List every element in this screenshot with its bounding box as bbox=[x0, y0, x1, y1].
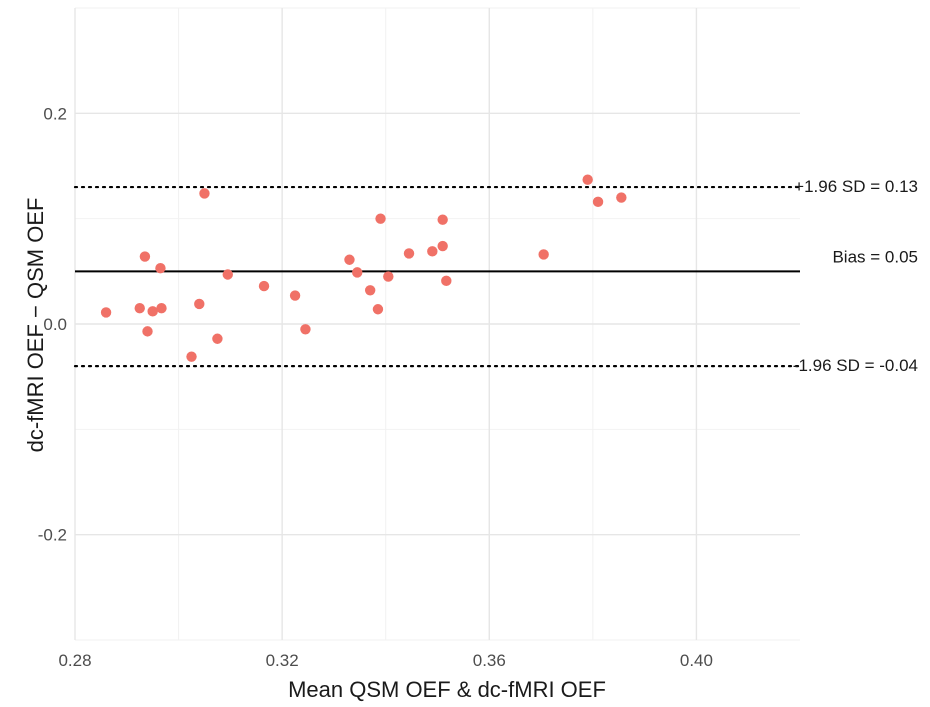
data-point bbox=[155, 262, 166, 274]
data-point bbox=[375, 213, 386, 224]
data-point bbox=[222, 269, 233, 280]
data-point bbox=[289, 290, 301, 301]
data-point bbox=[582, 174, 593, 185]
x-tick-label: 0.36 bbox=[473, 651, 506, 670]
x-tick-label: 0.28 bbox=[58, 651, 91, 670]
data-point bbox=[372, 304, 384, 315]
data-point bbox=[258, 280, 270, 292]
data-point bbox=[186, 351, 197, 362]
limit-label: -1.96 SD = -0.04 bbox=[793, 356, 918, 375]
grid bbox=[74, 7, 800, 641]
data-point bbox=[134, 303, 145, 314]
x-tick-label: 0.32 bbox=[266, 651, 299, 670]
x-tick-label: 0.40 bbox=[680, 651, 713, 670]
data-point bbox=[403, 248, 415, 259]
data-point bbox=[199, 188, 210, 199]
data-point bbox=[156, 303, 167, 314]
data-point bbox=[194, 298, 205, 310]
annotations: Bias = 0.05 +1.96 SD = 0.13 -1.96 SD = -0.… bbox=[793, 177, 918, 375]
data-points bbox=[100, 174, 627, 362]
y-tick-label: 0.2 bbox=[43, 104, 67, 123]
data-point bbox=[139, 251, 151, 262]
data-point bbox=[147, 306, 158, 317]
data-point bbox=[364, 285, 376, 296]
bias-label: Bias = 0.05 bbox=[832, 247, 918, 266]
reference-lines bbox=[73, 185, 802, 368]
data-point bbox=[142, 326, 153, 337]
y-axis-title: dc-fMRI OEF − QSM OEF bbox=[23, 198, 48, 453]
data-point bbox=[441, 275, 452, 287]
data-point bbox=[212, 333, 223, 344]
data-point bbox=[437, 240, 448, 252]
data-point bbox=[592, 196, 604, 208]
limit-label: +1.96 SD = 0.13 bbox=[794, 177, 918, 196]
x-axis-title: Mean QSM OEF & dc-fMRI OEF bbox=[288, 677, 606, 702]
y-tick-label: 0.0 bbox=[43, 315, 67, 334]
y-tick-label: -0.2 bbox=[38, 526, 67, 545]
data-point bbox=[300, 324, 311, 335]
data-point bbox=[538, 249, 549, 260]
tick-labels: 0.28 0.32 0.36 0.40 -0.2 0.0 0.2 bbox=[38, 104, 713, 670]
data-point bbox=[344, 254, 355, 265]
data-point bbox=[616, 192, 627, 203]
data-point bbox=[427, 246, 438, 257]
data-point bbox=[100, 307, 112, 318]
data-point bbox=[383, 271, 394, 282]
data-point bbox=[437, 214, 448, 225]
data-point bbox=[352, 267, 363, 278]
